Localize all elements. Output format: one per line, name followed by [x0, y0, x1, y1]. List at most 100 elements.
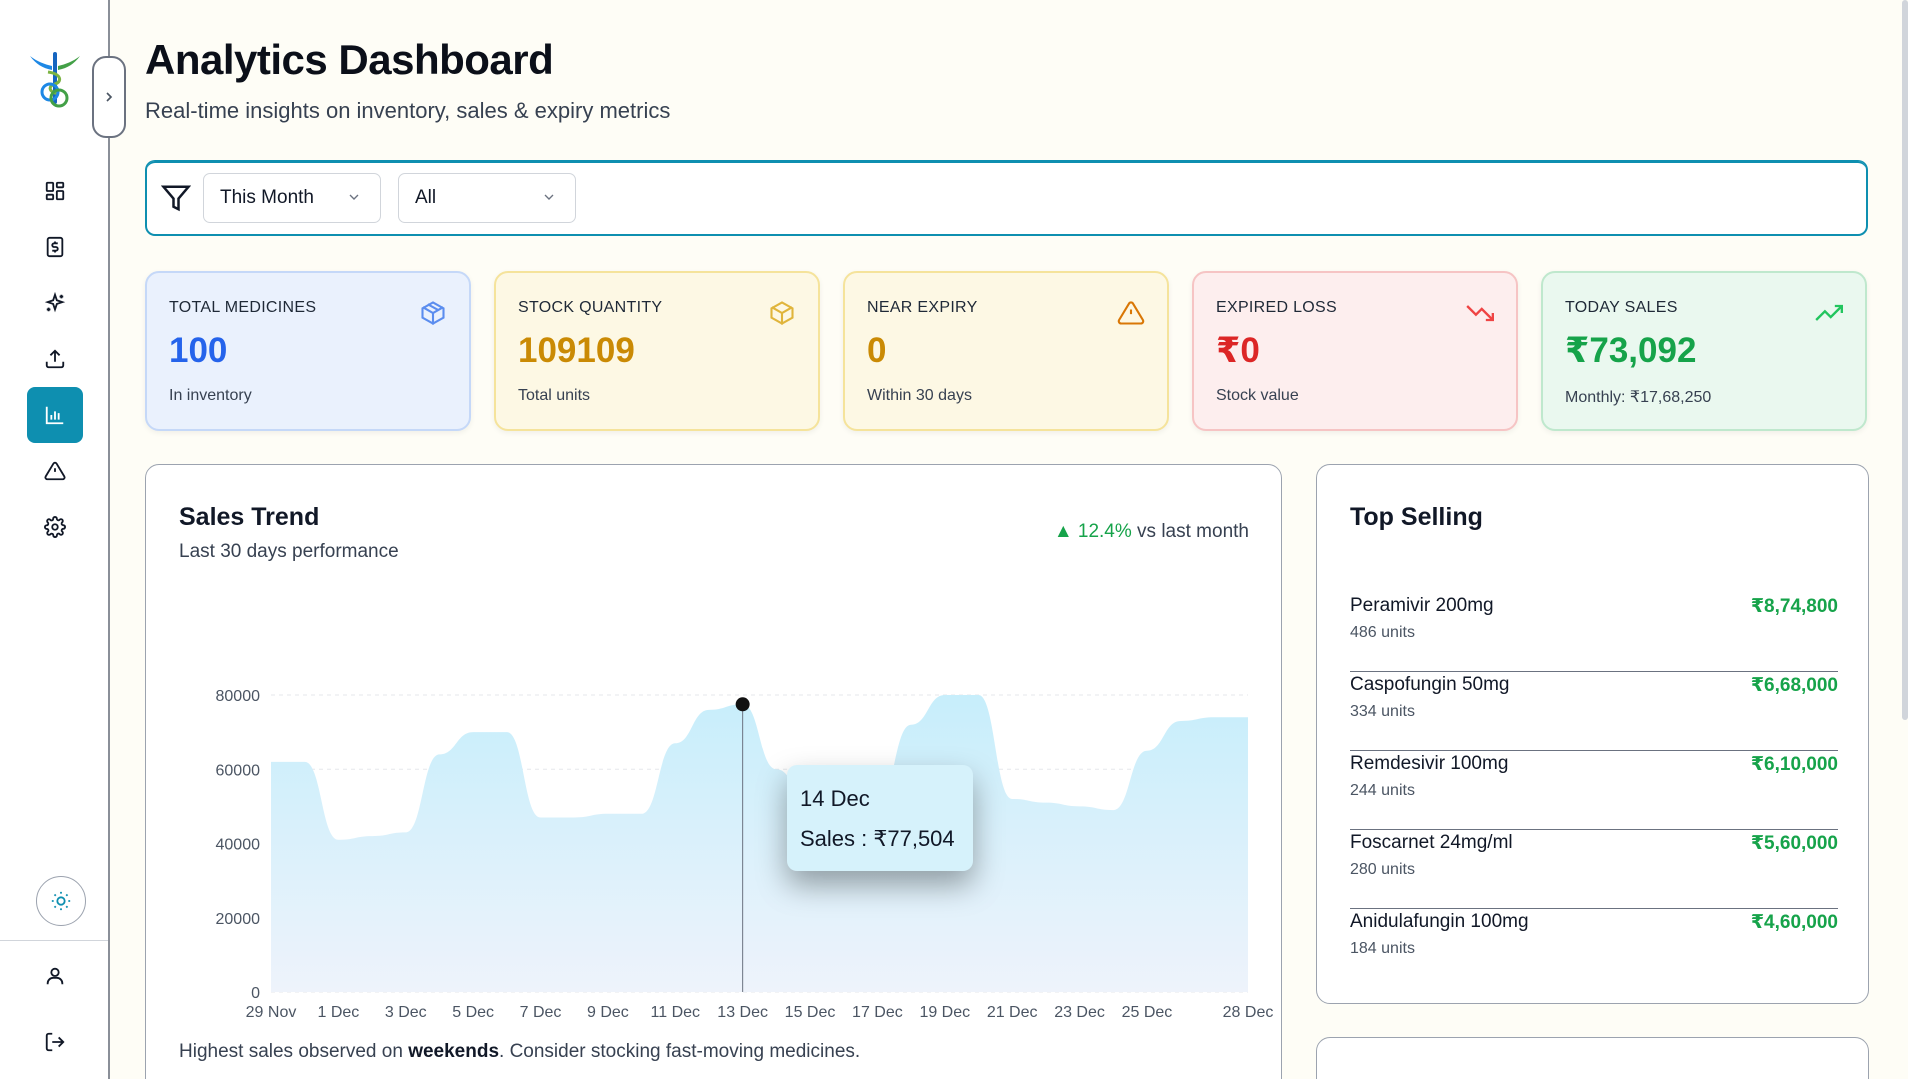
filter-bar: This Month All — [145, 160, 1868, 236]
tooltip-date: 14 Dec — [800, 786, 870, 811]
medicine-name: Foscarnet 24mg/ml — [1350, 832, 1513, 853]
x-tick-label: 5 Dec — [452, 1004, 494, 1021]
analytics-icon — [45, 406, 64, 425]
upload-icon — [45, 349, 65, 369]
sun-icon — [51, 891, 71, 911]
app-logo[interactable] — [26, 48, 84, 110]
medicine-amount: ₹8,74,800 — [1750, 596, 1838, 617]
category-select[interactable]: All — [398, 173, 576, 223]
trend-change-label: vs last month — [1131, 521, 1249, 542]
alert-icon — [44, 461, 66, 481]
logout-button[interactable] — [27, 1014, 83, 1070]
package-icon — [770, 301, 794, 325]
stat-label: EXPIRED LOSS — [1216, 299, 1337, 316]
profile-button[interactable] — [27, 948, 83, 1004]
trending-down-icon — [1466, 305, 1494, 322]
stat-card-expired-loss: EXPIRED LOSS ₹0 Stock value — [1192, 271, 1518, 431]
medicine-units: 334 units — [1350, 703, 1415, 720]
medicine-amount: ₹4,60,000 — [1750, 912, 1838, 933]
y-tick-label: 20000 — [216, 911, 261, 928]
stat-label: TODAY SALES — [1565, 299, 1678, 316]
medicine-units: 184 units — [1350, 940, 1415, 957]
sidebar-item-alerts[interactable] — [27, 443, 83, 499]
stat-label: TOTAL MEDICINES — [169, 299, 317, 316]
y-tick-label: 60000 — [216, 762, 261, 779]
sidebar-item-billing[interactable] — [27, 219, 83, 275]
list-item[interactable]: Peramivir 200mg 486 units ₹8,74,800 — [1350, 593, 1838, 672]
period-select-value: This Month — [220, 187, 314, 208]
stat-sub: Stock value — [1216, 387, 1299, 404]
medicine-name: Caspofungin 50mg — [1350, 674, 1510, 695]
user-icon — [46, 967, 64, 985]
x-tick-label: 21 Dec — [987, 1004, 1038, 1021]
stat-value: 109109 — [518, 331, 635, 370]
chevron-right-icon — [106, 92, 113, 102]
top-selling-panel: Top Selling Peramivir 200mg 486 units ₹8… — [1316, 464, 1869, 1004]
insight-text-pre: Highest sales observed on — [179, 1041, 409, 1062]
page-subtitle: Real-time insights on inventory, sales &… — [145, 98, 671, 123]
sidebar-collapse-button[interactable] — [92, 56, 126, 138]
sidebar-divider — [0, 940, 108, 941]
page-title: Analytics Dashboard — [145, 36, 554, 83]
chart-highlight-point — [735, 697, 750, 712]
sidebar-item-settings[interactable] — [27, 499, 83, 555]
billing-icon — [46, 236, 64, 258]
stat-sub: In inventory — [169, 387, 252, 404]
stat-card-total-medicines: TOTAL MEDICINES 100 In inventory — [145, 271, 471, 431]
warning-icon — [1117, 301, 1145, 325]
trend-change-value: ▲ 12.4% — [1053, 521, 1132, 542]
insight-text-bold: weekends — [408, 1041, 500, 1062]
category-select-value: All — [415, 187, 437, 208]
theme-toggle-button[interactable] — [36, 876, 86, 926]
x-tick-label: 29 Nov — [246, 1004, 297, 1021]
medicine-name: Remdesivir 100mg — [1350, 753, 1509, 774]
trend-change: ▲ 12.4% vs last month — [1054, 521, 1249, 543]
stat-sub: Monthly: ₹17,68,250 — [1565, 389, 1712, 406]
y-tick-label: 0 — [251, 985, 260, 1002]
x-tick-label: 15 Dec — [785, 1004, 836, 1021]
medicine-name: Anidulafungin 100mg — [1350, 911, 1529, 932]
stat-card-near-expiry: NEAR EXPIRY 0 Within 30 days — [843, 271, 1169, 431]
filter-icon — [161, 185, 191, 212]
insight-text-post: . Consider stocking fast-moving medicine… — [499, 1041, 861, 1062]
stat-card-today-sales: TODAY SALES ₹73,092 Monthly: ₹17,68,250 — [1541, 271, 1867, 431]
dashboard-icon — [45, 181, 65, 201]
x-tick-label: 3 Dec — [385, 1004, 427, 1021]
x-tick-label: 7 Dec — [520, 1004, 562, 1021]
sales-area — [271, 695, 1248, 992]
sidebar-item-dashboard[interactable] — [27, 163, 83, 219]
medicine-units: 244 units — [1350, 782, 1415, 799]
medicine-amount: ₹5,60,000 — [1750, 833, 1838, 854]
sales-trend-title: Sales Trend — [179, 503, 320, 531]
stat-label: NEAR EXPIRY — [867, 299, 978, 316]
x-tick-label: 23 Dec — [1054, 1004, 1105, 1021]
y-tick-label: 80000 — [216, 688, 261, 705]
sidebar-item-upload[interactable] — [27, 331, 83, 387]
y-tick-label: 40000 — [216, 837, 261, 854]
stat-value: 100 — [169, 331, 228, 370]
x-tick-label: 19 Dec — [919, 1004, 970, 1021]
medicine-amount: ₹6,10,000 — [1750, 754, 1838, 775]
x-tick-label: 17 Dec — [852, 1004, 903, 1021]
sales-trend-chart[interactable]: 0 20000 40000 60000 80000 29 Nov 1 Dec 3 Dec 5 … — [146, 595, 1281, 1035]
chart-tooltip: 14 Dec Sales : ₹77,504 — [787, 765, 973, 871]
page-scrollbar[interactable] — [1902, 0, 1908, 720]
x-tick-label: 13 Dec — [717, 1004, 768, 1021]
list-item[interactable]: Remdesivir 100mg 244 units ₹6,10,000 — [1350, 751, 1838, 830]
list-item[interactable]: Foscarnet 24mg/ml 280 units ₹5,60,000 — [1350, 830, 1838, 909]
x-tick-label: 11 Dec — [651, 1004, 701, 1021]
trending-up-icon — [1815, 304, 1843, 321]
x-tick-label: 28 Dec — [1223, 1004, 1274, 1021]
stat-label: STOCK QUANTITY — [518, 299, 663, 316]
sidebar-item-ai[interactable] — [27, 275, 83, 331]
sidebar-item-analytics[interactable] — [27, 387, 83, 443]
sales-trend-panel: Sales Trend Last 30 days performance ▲ 1… — [145, 464, 1282, 1079]
period-select[interactable]: This Month — [203, 173, 381, 223]
list-item[interactable]: Anidulafungin 100mg 184 units ₹4,60,000 — [1350, 909, 1838, 988]
stat-sub: Total units — [518, 387, 591, 404]
tooltip-value: Sales : ₹77,504 — [800, 826, 955, 851]
chevron-down-icon — [544, 194, 554, 200]
box-icon — [421, 301, 445, 325]
list-item[interactable]: Caspofungin 50mg 334 units ₹6,68,000 — [1350, 672, 1838, 751]
stat-card-stock-quantity: STOCK QUANTITY 109109 Total units — [494, 271, 820, 431]
